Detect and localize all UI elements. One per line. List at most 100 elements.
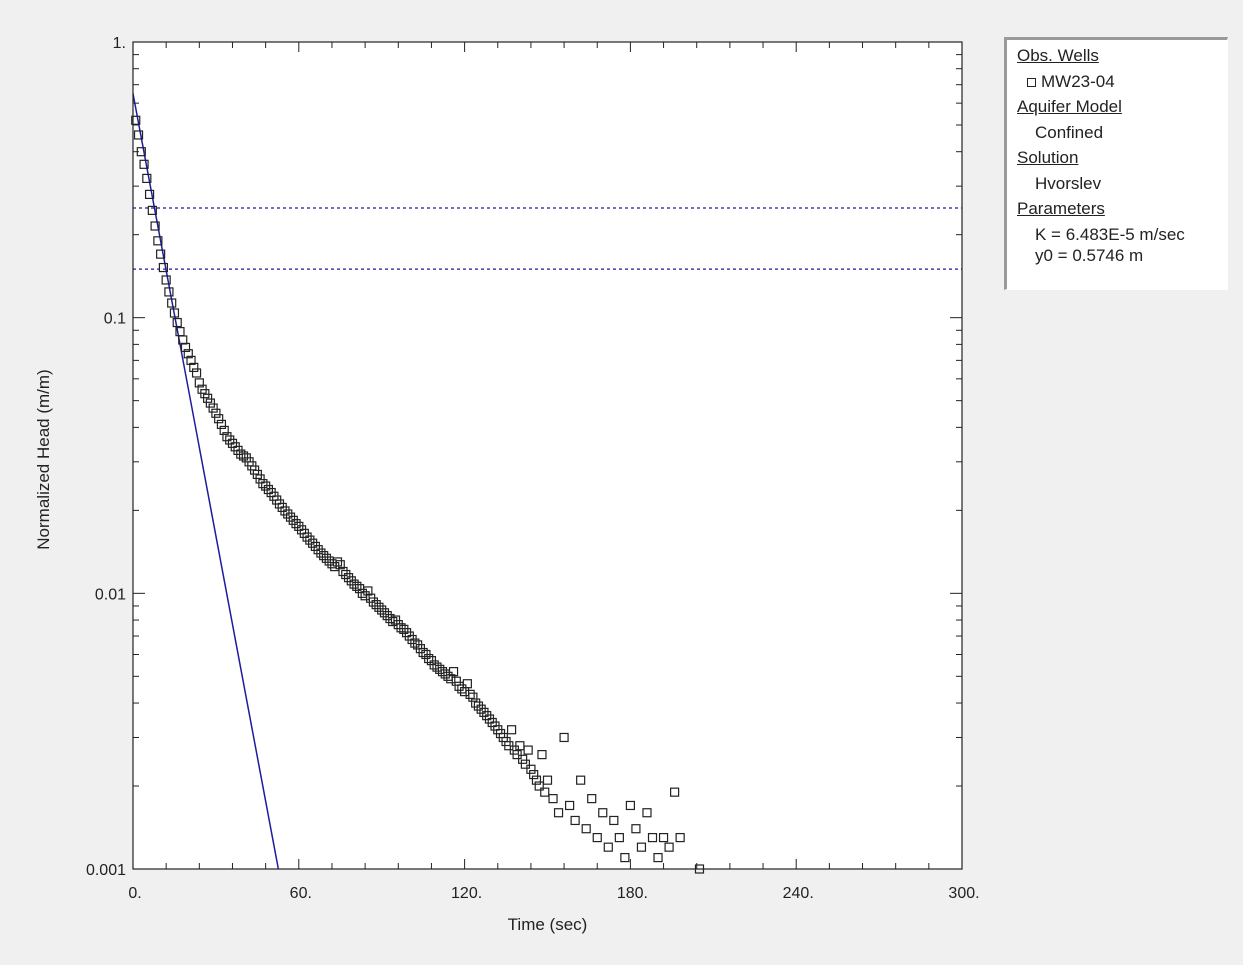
data-point — [670, 787, 680, 797]
data-point — [172, 317, 182, 328]
data-point — [520, 759, 530, 769]
data-point — [147, 205, 157, 215]
data-point — [225, 435, 235, 445]
data-point — [565, 800, 575, 811]
data-point — [542, 775, 553, 785]
data-point — [360, 591, 370, 601]
data-point — [330, 562, 340, 572]
data-point — [183, 349, 193, 359]
legend-panel: Obs. Wells MW23-04 Aquifer Model Confine… — [1004, 37, 1228, 290]
data-point — [443, 671, 453, 681]
data-point — [150, 221, 160, 231]
data-point — [310, 541, 320, 552]
data-point — [343, 573, 354, 583]
data-point — [133, 130, 144, 140]
data-point — [658, 832, 669, 843]
data-point — [396, 623, 406, 633]
y-tick-labels: 1. 0.1 0.01 0.001 — [86, 35, 126, 879]
data-point — [211, 408, 221, 418]
solution-heading: Solution — [1017, 148, 1079, 167]
data-point — [368, 597, 379, 607]
data-point — [205, 398, 215, 408]
fit-line — [132, 93, 280, 870]
data-point — [335, 560, 345, 570]
data-point — [161, 275, 171, 285]
data-point — [332, 557, 343, 567]
data-point — [169, 308, 180, 318]
data-point — [399, 624, 409, 634]
square-marker-icon — [1027, 77, 1036, 87]
data-point — [308, 538, 318, 548]
data-point — [208, 403, 218, 413]
fit-line-group — [132, 93, 280, 870]
data-point — [142, 173, 152, 184]
data-point — [529, 770, 539, 780]
data-point — [379, 608, 390, 618]
data-point — [625, 800, 636, 811]
param-y0: y0 = 0.5746 m — [1035, 246, 1144, 265]
data-point — [222, 432, 232, 442]
data-point — [506, 725, 517, 735]
data-point — [448, 667, 459, 677]
plot-frame — [132, 41, 963, 870]
data-point — [352, 581, 362, 591]
x-tick-label: 300. — [948, 885, 979, 902]
data-point — [238, 451, 249, 461]
data-point — [636, 842, 647, 852]
data-point — [258, 479, 268, 489]
data-point — [603, 842, 613, 852]
data-point — [664, 842, 674, 852]
data-point — [479, 707, 489, 717]
data-point — [473, 701, 484, 711]
aquifer-model-value: Confined — [1035, 123, 1104, 142]
data-point — [559, 732, 569, 743]
data-point — [139, 159, 149, 169]
aquifer-model-heading: Aquifer Model — [1017, 97, 1122, 116]
data-point — [424, 653, 434, 664]
data-point — [156, 249, 166, 259]
data-point — [180, 342, 191, 353]
data-point — [570, 815, 580, 826]
data-point — [614, 832, 624, 843]
data-point — [216, 419, 227, 430]
data-point — [537, 750, 547, 760]
x-tick-label: 180. — [617, 885, 648, 902]
data-point — [531, 775, 542, 785]
data-point — [451, 676, 461, 686]
data-point — [214, 414, 224, 424]
plot-area — [133, 42, 962, 869]
data-point — [385, 613, 395, 624]
data-point — [540, 787, 550, 797]
data-point — [675, 832, 685, 843]
param-k: K = 6.483E-5 m/sec — [1035, 225, 1185, 244]
y-tick-label: 0.01 — [95, 586, 126, 603]
data-point — [446, 674, 456, 684]
x-tick-label: 60. — [290, 885, 312, 902]
y-axis-title: Normalized Head (m/m) — [34, 369, 53, 549]
data-point — [468, 692, 478, 702]
data-point — [377, 605, 387, 615]
solution-value: Hvorslev — [1035, 174, 1102, 193]
data-point — [305, 535, 315, 545]
data-point — [341, 569, 351, 580]
data-point — [457, 684, 467, 694]
data-point — [374, 602, 384, 612]
data-point — [553, 808, 564, 818]
data-point — [465, 689, 475, 699]
data-point — [620, 852, 630, 863]
data-point — [437, 667, 448, 677]
data-point — [357, 588, 367, 598]
data-point — [316, 548, 326, 558]
data-point — [631, 824, 641, 834]
data-point — [371, 600, 381, 610]
data-point — [167, 298, 177, 308]
data-point — [642, 808, 652, 818]
x-tick-label: 120. — [451, 885, 482, 902]
data-point — [319, 551, 329, 561]
data-point — [321, 553, 332, 563]
data-point — [291, 519, 301, 529]
data-point — [647, 832, 658, 843]
data-point — [592, 832, 602, 843]
y-tick-label: 0.1 — [104, 311, 126, 328]
